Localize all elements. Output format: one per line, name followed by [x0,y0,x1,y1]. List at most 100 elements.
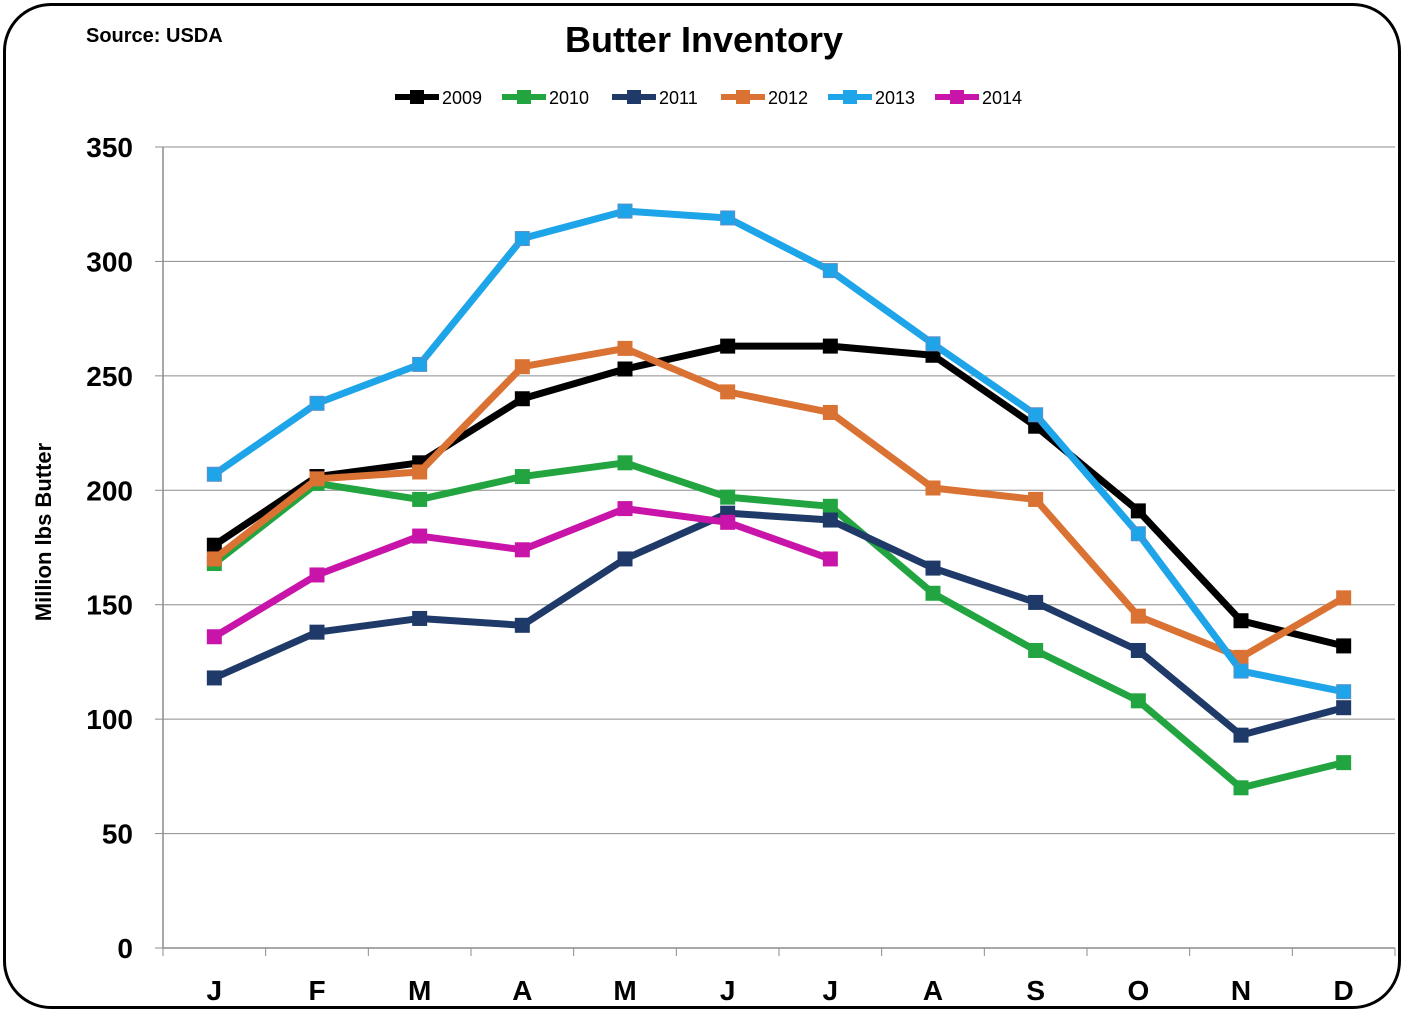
data-point-2013 [206,466,222,482]
source-note: Source: USDA [86,25,223,47]
data-point-2013 [1233,663,1249,679]
data-point-2010 [1028,642,1044,658]
data-point-2012 [412,464,428,480]
data-point-2013 [412,356,428,372]
x-tick-label: M [613,975,636,1006]
x-tick-label: A [923,975,943,1006]
legend-swatch-marker [517,90,531,104]
series-line-2009 [210,342,1348,650]
data-point-2009 [617,361,633,377]
data-point-2010 [1336,755,1352,771]
x-tick-label: J [823,975,839,1006]
data-point-2011 [1336,700,1352,716]
data-point-2012 [925,480,941,496]
data-point-2009 [206,537,222,553]
data-point-2011 [206,670,222,686]
data-point-2013 [925,336,941,352]
data-point-2013 [514,231,530,247]
y-tick-label: 200 [86,475,133,506]
chart-frame [3,3,1401,1009]
data-point-2012 [720,384,736,400]
data-point-2011 [1028,594,1044,610]
data-point-2012 [206,551,222,567]
x-tick-label: J [720,975,736,1006]
y-tick-label: 250 [86,361,133,392]
series-line-2012 [210,344,1348,661]
y-tick-label: 300 [86,246,133,277]
chart-title: Butter Inventory [564,19,844,60]
y-tick-label: 100 [86,704,133,735]
data-point-2009 [1336,638,1352,654]
data-point-2014 [617,501,633,517]
data-point-2012 [1028,491,1044,507]
data-point-2010 [1233,780,1249,796]
data-point-2010 [822,498,838,514]
data-point-2010 [412,491,428,507]
data-point-2013 [720,210,736,226]
legend-swatch-marker [627,90,641,104]
data-point-2013 [617,203,633,219]
legend-swatch-marker [950,90,964,104]
data-point-2009 [1130,503,1146,519]
data-point-2012 [1130,608,1146,624]
x-tick-label: J [207,975,223,1006]
data-point-2013 [309,395,325,411]
legend-swatch-marker [843,90,857,104]
series-line-2011 [210,509,1348,739]
data-point-2012 [1336,590,1352,606]
data-point-2010 [514,469,530,485]
data-point-2010 [720,489,736,505]
data-point-2011 [1233,727,1249,743]
data-point-2011 [822,512,838,528]
legend-label: 2010 [549,88,589,108]
y-tick-label: 350 [86,132,133,163]
series-line-2010 [210,459,1348,792]
data-point-2011 [412,610,428,626]
data-point-2014 [206,629,222,645]
legend-label: 2014 [982,88,1022,108]
data-point-2011 [925,560,941,576]
data-point-2011 [514,617,530,633]
x-tick-label: D [1334,975,1354,1006]
x-tick-label: M [408,975,431,1006]
data-point-2012 [822,404,838,420]
data-point-2014 [309,567,325,583]
data-point-2014 [822,551,838,567]
x-tick-label: A [512,975,532,1006]
data-point-2014 [412,528,428,544]
data-point-2009 [514,391,530,407]
data-point-2010 [617,455,633,471]
x-tick-label: O [1127,975,1149,1006]
x-tick-label: N [1231,975,1251,1006]
data-point-2013 [1130,526,1146,542]
legend-swatch-marker [736,90,750,104]
data-point-2013 [1336,684,1352,700]
data-point-2013 [1028,407,1044,423]
data-point-2014 [514,542,530,558]
data-point-2012 [617,340,633,356]
data-point-2010 [1130,693,1146,709]
legend-swatch-marker [410,90,424,104]
y-tick-label: 0 [117,933,133,964]
data-point-2012 [514,359,530,375]
legend-label: 2009 [442,88,482,108]
data-point-2011 [617,551,633,567]
x-tick-label: S [1026,975,1045,1006]
series-line-2014 [210,505,834,641]
legend-label: 2011 [659,88,698,108]
data-point-2012 [309,471,325,487]
data-point-2009 [720,338,736,354]
data-point-2009 [822,338,838,354]
legend-label: 2012 [768,88,808,108]
legend-label: 2013 [875,88,915,108]
y-tick-label: 150 [86,590,133,621]
x-tick-label: F [308,975,325,1006]
data-point-2009 [1233,613,1249,629]
data-point-2010 [925,585,941,601]
data-point-2013 [822,263,838,279]
series-line-2013 [210,207,1348,696]
y-tick-label: 50 [102,819,133,850]
data-point-2011 [309,624,325,640]
data-point-2014 [720,514,736,530]
